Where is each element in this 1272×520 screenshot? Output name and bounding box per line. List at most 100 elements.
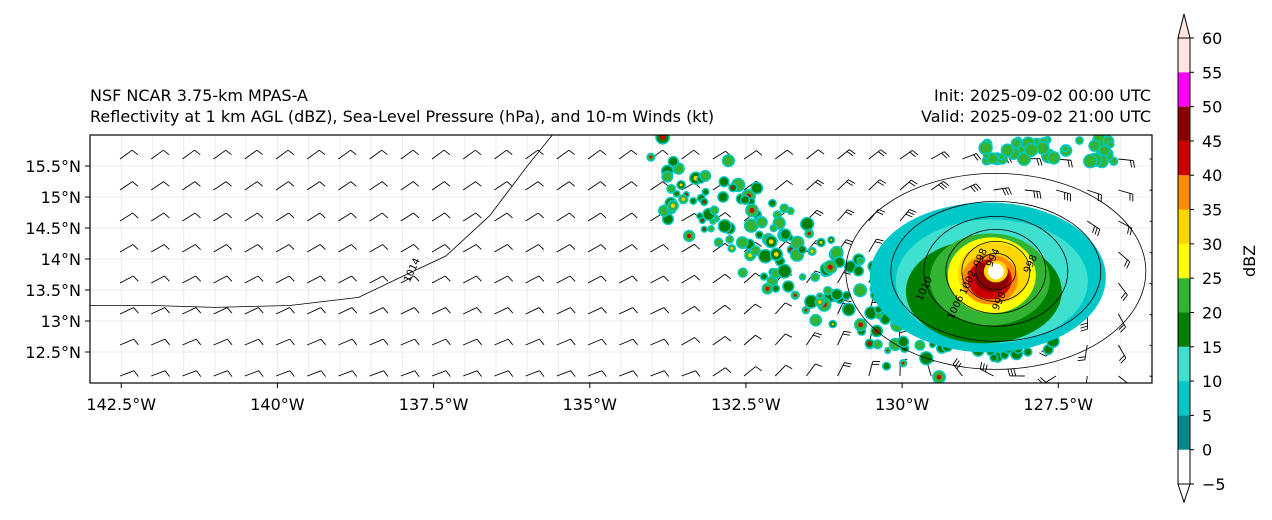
wind-barb	[1118, 344, 1127, 364]
rainband-echo-peak	[810, 249, 814, 253]
wind-barb	[244, 181, 264, 191]
rainband-echo-core	[718, 192, 728, 202]
rainband-echo-peak	[819, 241, 823, 245]
wind-barb	[244, 307, 264, 315]
wind-barb	[213, 338, 233, 346]
rainband-echo-core	[723, 155, 734, 166]
wind-barb	[899, 179, 918, 191]
rainband-echo-core	[834, 257, 844, 267]
rainband-echo-core	[772, 285, 779, 292]
colorbar-extend-top	[1177, 13, 1191, 39]
outer-band-echo-core	[1110, 157, 1117, 165]
rainband-echo-core	[778, 265, 791, 278]
rainband-echo-peak	[807, 232, 811, 236]
lat-lon-gridlines	[90, 135, 1152, 383]
wind-barb	[338, 338, 358, 346]
rainband-echo-peak	[804, 309, 808, 312]
wind-barb	[119, 244, 139, 253]
wind-barb	[244, 338, 264, 346]
wind-barb	[899, 209, 917, 222]
wind-barb	[306, 212, 326, 222]
wind-barb	[619, 370, 638, 377]
wind-barb	[275, 275, 295, 284]
wind-barb	[369, 212, 389, 222]
rainband-echo-core	[756, 231, 763, 238]
lon-tick-label: 140°W	[250, 395, 305, 414]
rainband-echo-core	[667, 185, 675, 193]
rainband-echo-core	[874, 340, 882, 348]
wind-barb	[494, 275, 514, 284]
rainband-echo-core	[690, 198, 696, 204]
outer-band-echo-core	[1089, 141, 1100, 151]
rainband-echo-core	[880, 314, 890, 324]
wind-barb	[1118, 189, 1134, 202]
lat-tick-label: 13°N	[41, 312, 81, 331]
rainband-echo-core	[854, 266, 863, 276]
colorbar-tick-label: −5	[1202, 475, 1226, 494]
wind-barb	[369, 307, 389, 315]
wind-barb	[587, 370, 607, 377]
wind-barb	[837, 209, 855, 222]
rainband-echo-core	[845, 261, 856, 272]
lat-tick-label: 13.5°N	[25, 281, 81, 300]
wind-barb	[618, 149, 638, 160]
lon-tick-label: 142.5°W	[86, 395, 156, 414]
wind-barb	[650, 244, 669, 253]
rainband-echo-core	[761, 273, 767, 280]
rainband-echo-core	[663, 214, 673, 224]
wind-barb	[556, 370, 576, 377]
wind-barb	[556, 212, 576, 222]
wind-barb	[868, 360, 881, 377]
rainband-echo-peak	[649, 155, 653, 159]
title-valid-time: Valid: 2025-09-02 21:00 UTC	[920, 107, 1151, 126]
wind-barb	[369, 370, 389, 377]
wind-barb	[182, 212, 201, 222]
wind-barb	[150, 212, 170, 222]
rainband-echo-peak	[659, 135, 666, 140]
wind-barb	[1024, 189, 1042, 199]
wind-barb	[619, 338, 638, 346]
wind-barb	[182, 244, 201, 253]
lat-tick-label: 15°N	[41, 188, 81, 207]
colorbar-tick-label: 35	[1202, 201, 1222, 220]
wind-barb	[930, 151, 950, 160]
rainband-echo-peak	[936, 374, 942, 380]
wind-barb	[952, 358, 963, 377]
wind-barb	[525, 338, 545, 346]
wind-barb	[525, 181, 544, 191]
wind-barb	[806, 332, 822, 346]
colorbar-tick-label: 20	[1202, 303, 1222, 322]
wind-barb	[150, 275, 170, 284]
wind-barb	[1118, 313, 1126, 333]
wind-barb	[400, 244, 420, 253]
longitude-axis: 142.5°W 140°W 137.5°W 135°W 132.5°W 130°W 127.…	[86, 383, 1093, 414]
wind-barb	[1055, 189, 1071, 202]
wind-barb	[650, 181, 669, 191]
colorbar-tick-label: 25	[1202, 269, 1222, 288]
rainband-echo-core	[739, 268, 747, 277]
outer-band-echo-core	[1076, 137, 1083, 144]
outer-band-echo-core	[1044, 345, 1053, 354]
wind-barb	[307, 307, 326, 315]
lat-tick-label: 14°N	[41, 250, 81, 269]
wind-barb	[618, 212, 638, 222]
colorbar-bin	[1178, 415, 1190, 450]
wind-barb	[587, 181, 607, 191]
wind-barb	[1007, 368, 1025, 377]
wind-barb	[119, 370, 139, 377]
rainband-echo-core	[843, 292, 850, 299]
wind-barb	[556, 307, 576, 315]
rainband-echo-core	[781, 229, 790, 239]
colorbar-bin	[1178, 175, 1190, 210]
wind-barb	[681, 305, 701, 315]
lon-tick-label: 127.5°W	[1023, 395, 1093, 414]
wind-barb	[400, 338, 420, 346]
wind-barb	[650, 275, 670, 284]
wind-barb	[338, 212, 357, 222]
rainband-echo-core	[810, 315, 821, 326]
outer-band-echo-core	[979, 142, 992, 154]
rainband-echo-peak	[858, 322, 863, 328]
rainband-echo-core	[757, 217, 767, 227]
rainband-echo-peak	[731, 186, 735, 190]
